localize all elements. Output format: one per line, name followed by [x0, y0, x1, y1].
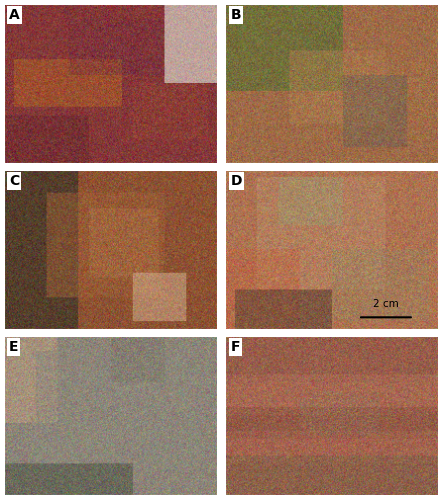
Text: D: D	[231, 174, 242, 188]
Text: C: C	[9, 174, 19, 188]
Text: 2 cm: 2 cm	[373, 300, 399, 310]
Text: E: E	[9, 340, 19, 353]
Text: F: F	[231, 340, 240, 353]
Text: B: B	[231, 8, 241, 22]
Text: A: A	[9, 8, 19, 22]
